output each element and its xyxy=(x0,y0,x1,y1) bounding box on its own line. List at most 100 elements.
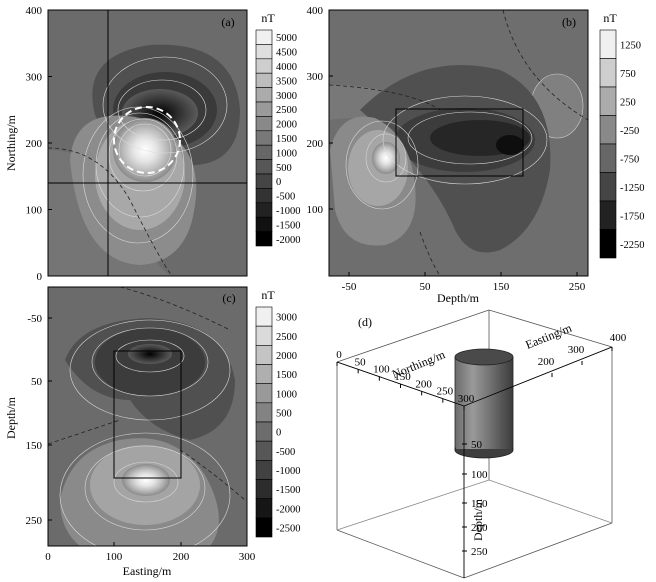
panel-d-cylinder-top xyxy=(454,348,514,366)
y-tick-label: 300 xyxy=(307,71,324,83)
y-tick-label: 200 xyxy=(26,138,43,150)
northing-tick-label: 150 xyxy=(394,371,411,383)
colorbar-swatch xyxy=(255,173,273,189)
colorbar-label: -2500 xyxy=(276,523,301,534)
easting-tick-label: 400 xyxy=(610,332,627,344)
panel-a-ylabel: Northing/m xyxy=(4,114,18,171)
colorbar-swatch xyxy=(255,364,273,384)
colorbar-label: 500 xyxy=(276,408,292,419)
colorbar-label: 2000 xyxy=(276,351,297,362)
colorbar-swatch xyxy=(255,29,273,45)
panel-b-colorbar: 1250 750 250 -250 -750 -1250 -1750 -2250 xyxy=(599,29,645,259)
panel-c-zero-contour-right xyxy=(179,449,246,501)
panel-a-positive-core xyxy=(113,118,177,182)
easting-tick-label: 300 xyxy=(568,344,585,356)
panel-a-source-outline xyxy=(113,106,181,174)
colorbar-label: 0 xyxy=(276,177,281,188)
panel-a-contours xyxy=(82,56,228,244)
colorbar-label: 1000 xyxy=(276,148,297,159)
depth-tick-label: 100 xyxy=(471,469,488,481)
y-tick-label: 300 xyxy=(26,72,43,84)
northing-tick-label: 250 xyxy=(437,386,454,398)
colorbar-label: 3000 xyxy=(276,91,297,102)
panel-a-y-ticks: 400 300 200 100 0 xyxy=(26,5,52,283)
colorbar-label: 3000 xyxy=(276,313,297,324)
colorbar-label: -1500 xyxy=(276,220,301,231)
colorbar-label: 250 xyxy=(620,97,636,108)
x-tick-label: 200 xyxy=(173,551,190,563)
colorbar-swatch xyxy=(255,159,273,175)
colorbar-label: 4500 xyxy=(276,48,297,59)
colorbar-label: -2000 xyxy=(276,504,301,515)
colorbar-label: 3500 xyxy=(276,76,297,87)
colorbar-label: 5000 xyxy=(276,33,297,44)
colorbar-swatch xyxy=(255,116,273,132)
y-tick-label: 100 xyxy=(26,205,43,217)
colorbar-label: 2000 xyxy=(276,120,297,131)
colorbar-swatch xyxy=(255,44,273,60)
colorbar-swatch xyxy=(255,202,273,218)
colorbar-label: 2500 xyxy=(276,105,297,116)
panel-d-northing-label: Northing/m xyxy=(390,347,448,381)
colorbar-swatch xyxy=(255,144,273,160)
colorbar-label: 1500 xyxy=(276,370,297,381)
panel-c-ylabel: Depth/m xyxy=(4,396,18,439)
northing-tick-label: 0 xyxy=(336,349,342,361)
colorbar-swatch xyxy=(255,345,273,365)
y-tick-label: 50 xyxy=(31,376,43,388)
panel-b-positive-core xyxy=(372,142,400,174)
colorbar-label: 750 xyxy=(620,69,636,80)
panel-c-y-ticks: -50 50 150 250 xyxy=(26,313,52,527)
colorbar-label: -1000 xyxy=(276,466,301,477)
colorbar-label: 0 xyxy=(276,428,281,439)
y-tick-label: 200 xyxy=(307,138,324,150)
colorbar-label: -750 xyxy=(620,154,639,165)
colorbar-swatch xyxy=(255,498,273,519)
panel-c-unit: nT xyxy=(261,288,275,302)
x-tick-label: -50 xyxy=(342,281,357,293)
colorbar-swatch xyxy=(599,58,617,88)
panel-c-colorbar: 3000 2500 2000 1500 1000 500 0 -500 -1000 -1500 -2… xyxy=(255,306,301,538)
y-tick-label: 150 xyxy=(26,440,43,452)
panel-a-label: (a) xyxy=(221,15,234,29)
northing-tick-label: 100 xyxy=(373,364,390,376)
panel-d-cylinder xyxy=(454,348,514,459)
depth-tick-label: 50 xyxy=(471,439,483,451)
colorbar-swatch xyxy=(255,130,273,146)
colorbar-label: 500 xyxy=(276,163,292,174)
colorbar-label: -500 xyxy=(276,192,295,203)
northing-tick-label: 200 xyxy=(415,378,432,390)
colorbar-label: -250 xyxy=(620,126,639,137)
panel-c-frame xyxy=(47,286,248,547)
colorbar-swatch xyxy=(255,421,273,442)
colorbar-swatch xyxy=(599,115,617,145)
colorbar-swatch xyxy=(255,479,273,499)
colorbar-swatch xyxy=(255,440,273,461)
colorbar-label: -1500 xyxy=(276,485,301,496)
colorbar-swatch xyxy=(255,383,273,404)
depth-tick-label: 150 xyxy=(471,498,488,510)
x-tick-label: 250 xyxy=(569,281,586,293)
panel-c-negative-core xyxy=(128,344,172,364)
colorbar-swatch xyxy=(599,229,617,259)
depth-tick-label: 250 xyxy=(471,546,488,558)
colorbar-label: 4000 xyxy=(276,62,297,73)
panel-b: (b) Depth/m -50 50 150 250 400 300 200 100 125… xyxy=(307,5,645,305)
panel-b-x-ticks: -50 50 150 250 xyxy=(342,272,586,293)
colorbar-swatch xyxy=(255,58,273,74)
colorbar-swatch xyxy=(599,29,617,59)
panel-b-unit: nT xyxy=(603,11,617,25)
panel-c-source-outline xyxy=(113,350,182,479)
panel-c-xlabel: Easting/m xyxy=(123,564,172,578)
colorbar-label: 1250 xyxy=(620,40,641,51)
panel-d-label: (d) xyxy=(358,315,372,329)
x-tick-label: 50 xyxy=(420,281,432,293)
x-tick-label: 150 xyxy=(493,281,510,293)
depth-tick-label: 200 xyxy=(471,522,488,534)
panel-c-x-ticks: 0 100 200 300 xyxy=(45,542,256,563)
panel-c-zero-contour-left xyxy=(48,419,121,445)
colorbar-label: -500 xyxy=(276,447,295,458)
colorbar-label: -1750 xyxy=(620,211,645,222)
panel-b-label: (b) xyxy=(562,15,576,29)
y-tick-label: 250 xyxy=(26,515,43,527)
